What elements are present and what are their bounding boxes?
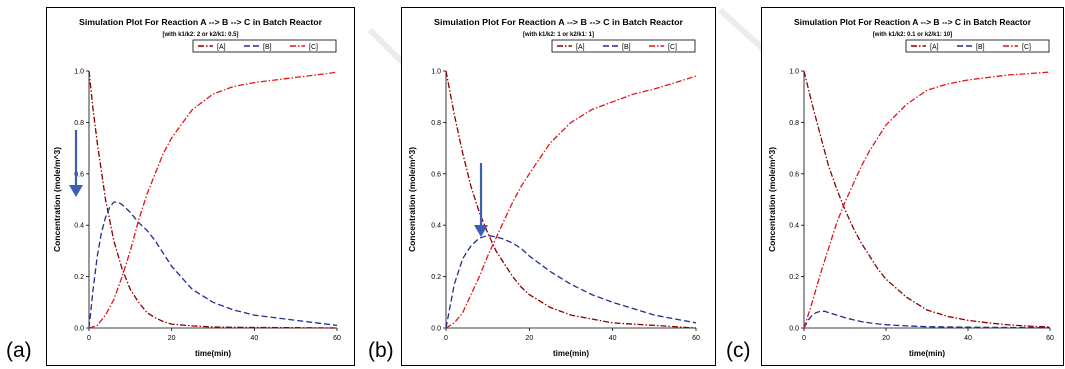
y-tick-label: 0.6 xyxy=(74,171,84,178)
chart-panel-a: Simulation Plot For Reaction A --> B -->… xyxy=(46,7,355,366)
chart-title: Simulation Plot For Reaction A --> B -->… xyxy=(79,17,323,27)
x-tick-label: 20 xyxy=(882,335,890,342)
figure-frame xyxy=(761,7,1064,366)
series-line-b xyxy=(88,201,338,329)
legend-box xyxy=(192,39,337,53)
chart-panel-b: Simulation Plot For Reaction A --> B -->… xyxy=(401,7,716,366)
series-line-a xyxy=(445,70,697,329)
legend-label: [A] xyxy=(930,44,939,51)
series-line-c xyxy=(88,71,338,329)
series-line-b xyxy=(803,310,1051,329)
y-tick-label: 0.2 xyxy=(74,274,84,281)
legend-label: [B] xyxy=(976,44,985,51)
x-tick-label: 0 xyxy=(87,335,91,342)
x-tick-label: 0 xyxy=(444,335,448,342)
x-tick-label: 60 xyxy=(333,335,341,342)
series-line-a xyxy=(88,70,338,329)
y-tick-label: 1.0 xyxy=(431,69,441,76)
x-tick-label: 60 xyxy=(1046,335,1054,342)
series-line-c xyxy=(445,75,697,329)
series-line-c xyxy=(803,71,1051,329)
x-tick-label: 40 xyxy=(250,335,258,342)
x-tick-label: 0 xyxy=(802,335,806,342)
legend-label: [A] xyxy=(576,44,585,51)
y-tick-label: 0.4 xyxy=(789,223,799,230)
legend-label: [C] xyxy=(668,44,677,51)
figure-frame xyxy=(401,7,716,366)
x-tick-label: 40 xyxy=(964,335,972,342)
chart-subtitle: [with k1/k2: 2 or k2/k1: 0.5] xyxy=(162,32,238,38)
legend-label: [A] xyxy=(217,44,226,51)
x-tick-label: 40 xyxy=(609,335,617,342)
chart-title: Simulation Plot For Reaction A --> B -->… xyxy=(434,17,684,27)
legend-label: [C] xyxy=(1022,44,1031,51)
y-axis-title: Concentration (mole/m^3) xyxy=(52,147,62,252)
annotation-arrow-head xyxy=(474,225,488,237)
y-tick-label: 0.0 xyxy=(74,326,84,333)
annotation-arrow-head xyxy=(69,185,83,197)
legend-label: [B] xyxy=(263,44,272,51)
chart-title: Simulation Plot For Reaction A --> B -->… xyxy=(794,17,1032,27)
y-tick-label: 1.0 xyxy=(789,69,799,76)
y-tick-label: 0.8 xyxy=(74,120,84,127)
y-axis-title: Concentration (mole/m^3) xyxy=(767,147,777,252)
legend-label: [B] xyxy=(622,44,631,51)
panel-label-b: (b) xyxy=(368,339,394,362)
y-tick-label: 0.4 xyxy=(74,223,84,230)
x-axis-title: time(min) xyxy=(909,349,945,358)
y-axis-title: Concentration (mole/m^3) xyxy=(407,147,417,252)
y-tick-label: 0.0 xyxy=(431,326,441,333)
series-line-a xyxy=(803,70,1051,328)
legend-box xyxy=(905,39,1050,53)
y-tick-label: 0.4 xyxy=(431,223,441,230)
y-tick-label: 0.8 xyxy=(789,120,799,127)
legend-label: [C] xyxy=(309,44,318,51)
figure-frame xyxy=(46,7,355,366)
y-tick-label: 0.6 xyxy=(789,171,799,178)
x-tick-label: 60 xyxy=(692,335,700,342)
panel-label-a: (a) xyxy=(6,339,32,362)
panel-label-c: (c) xyxy=(726,339,751,362)
legend-box xyxy=(551,39,696,53)
y-tick-label: 1.0 xyxy=(74,69,84,76)
y-tick-label: 0.6 xyxy=(431,171,441,178)
chart-subtitle: [with k1/k2: 0.1 or k2/k1: 10] xyxy=(873,32,952,38)
y-tick-label: 0.2 xyxy=(431,274,441,281)
y-tick-label: 0.8 xyxy=(431,120,441,127)
x-tick-label: 20 xyxy=(525,335,533,342)
series-line-b xyxy=(445,234,697,329)
x-tick-label: 20 xyxy=(168,335,176,342)
x-axis-title: time(min) xyxy=(195,349,231,358)
y-tick-label: 0.0 xyxy=(789,326,799,333)
chart-subtitle: [with k1/k2: 1 or k2/k1: 1] xyxy=(523,32,594,38)
x-axis-title: time(min) xyxy=(553,349,589,358)
chart-panel-c: Simulation Plot For Reaction A --> B -->… xyxy=(761,7,1064,366)
y-tick-label: 0.2 xyxy=(789,274,799,281)
